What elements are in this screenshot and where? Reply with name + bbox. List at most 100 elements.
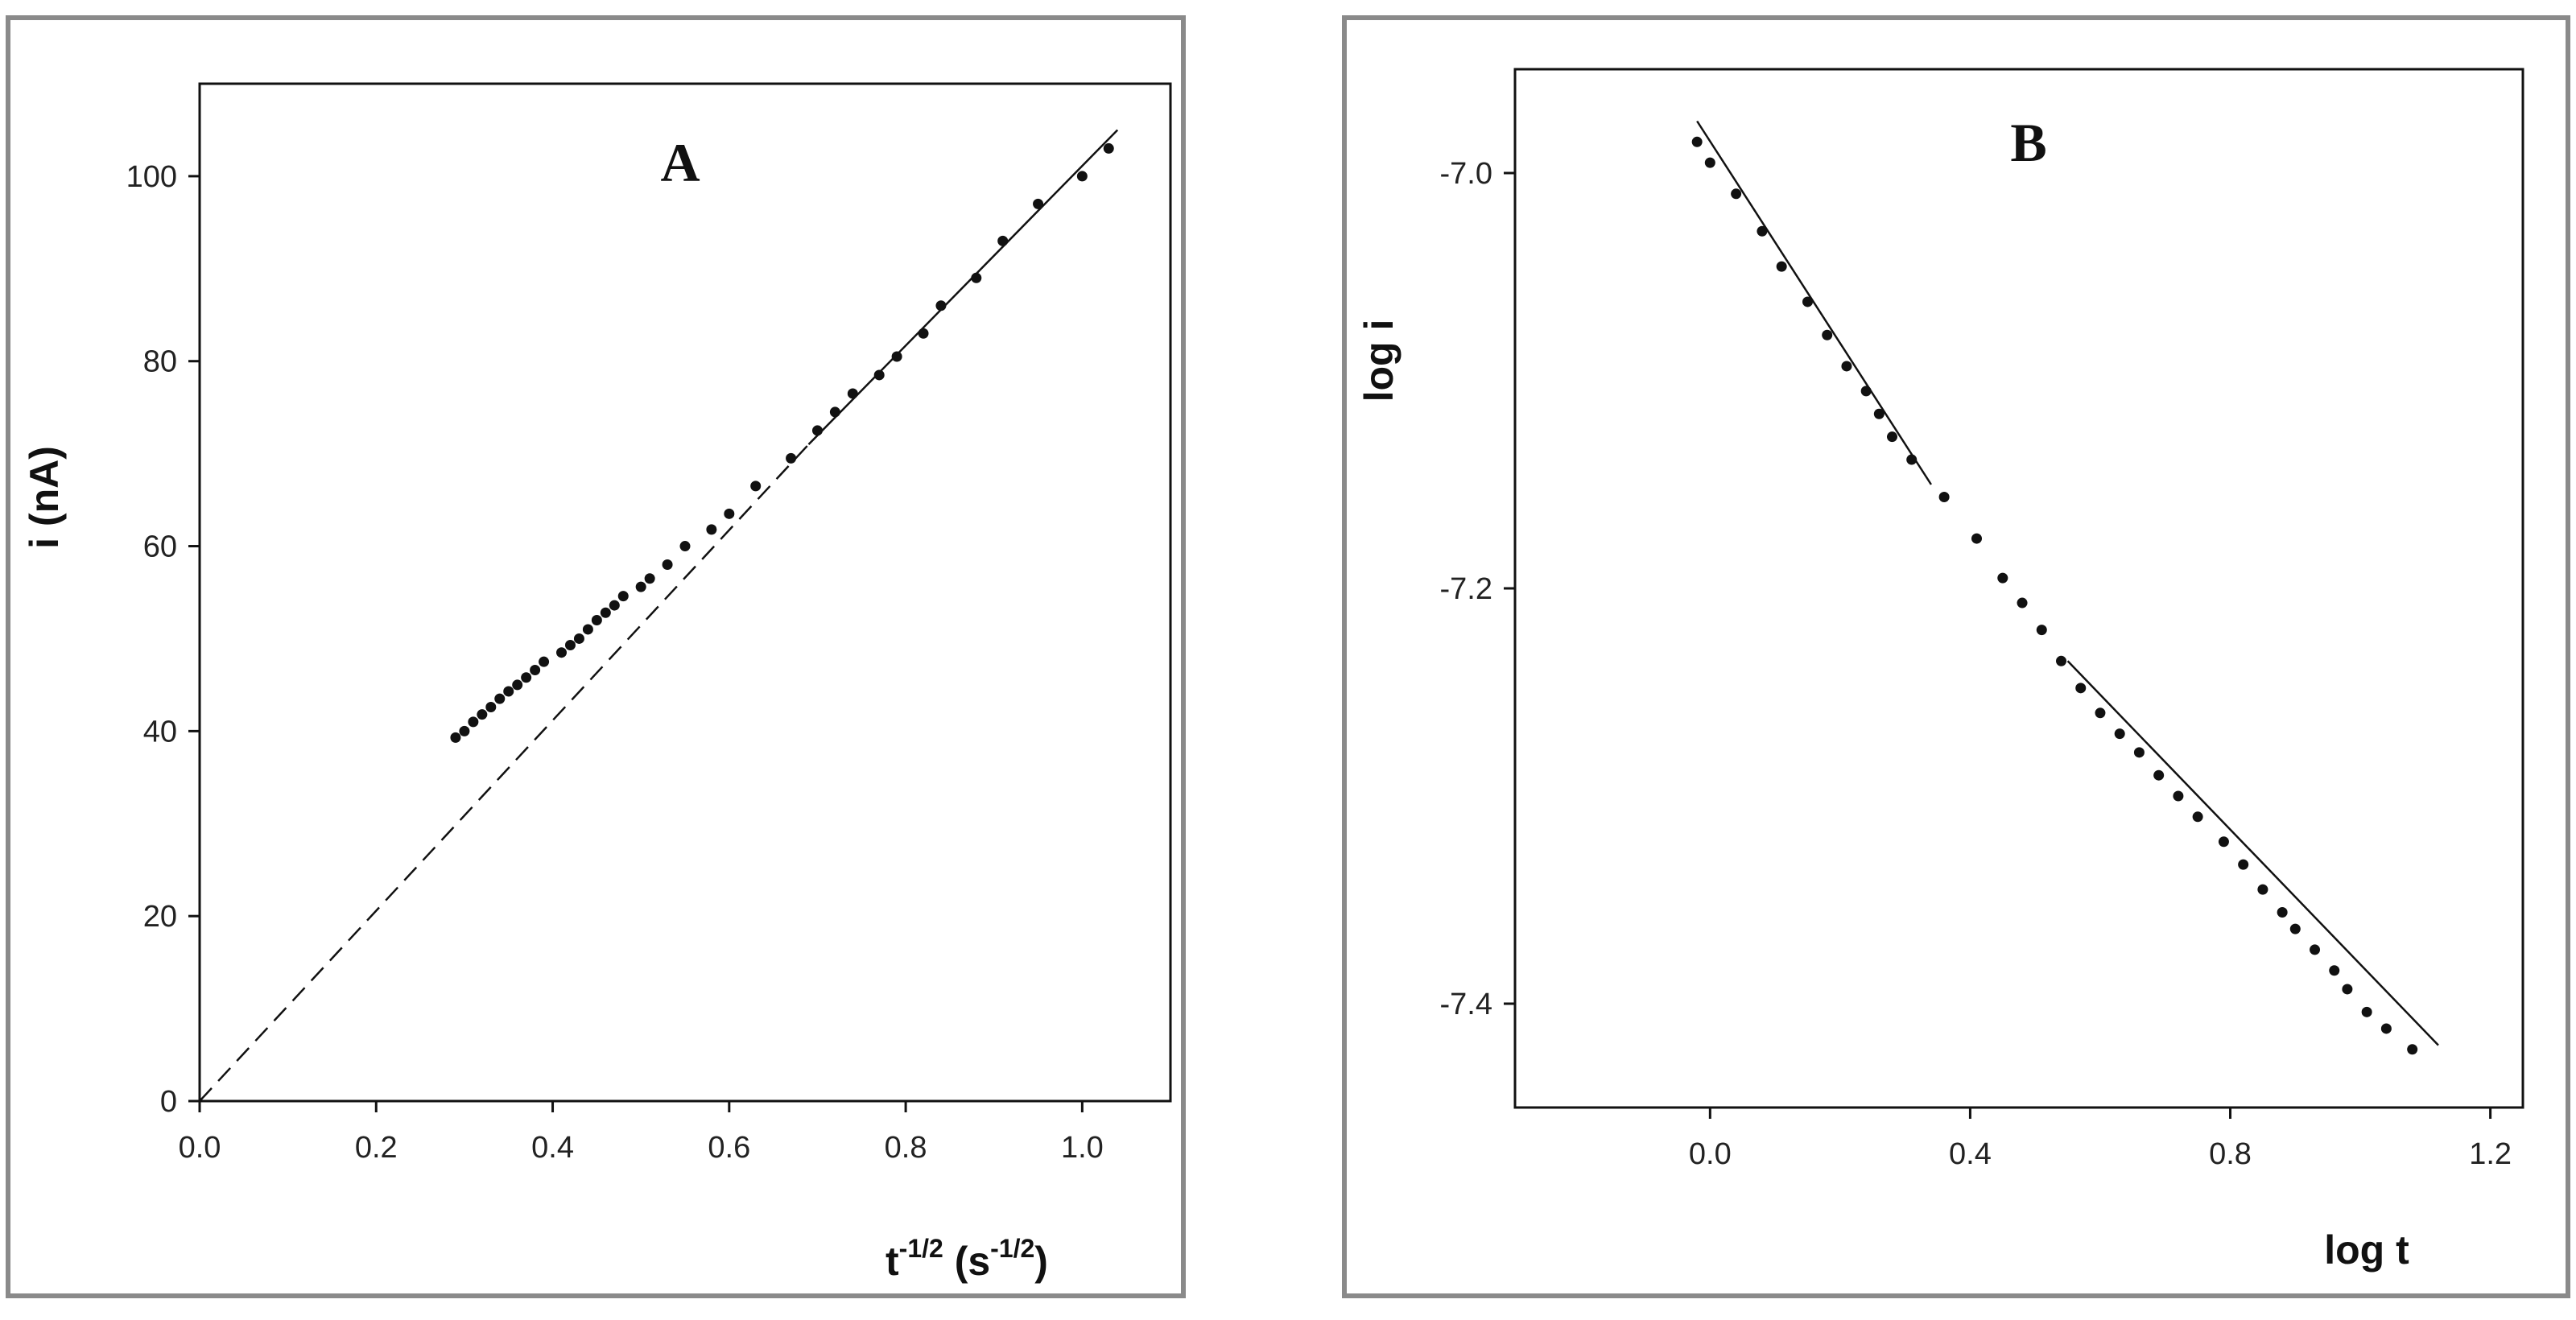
data-point <box>918 328 929 339</box>
data-point <box>512 679 523 691</box>
data-point <box>847 388 858 399</box>
data-point <box>635 581 646 592</box>
chart-b-fit-lines <box>1696 120 2439 1046</box>
data-point <box>873 369 885 381</box>
data-point <box>2361 1006 2372 1017</box>
fit-line-upper <box>1696 120 1933 485</box>
data-point <box>2056 655 2067 666</box>
data-point <box>591 614 602 625</box>
chart-a-points <box>450 142 1114 743</box>
data-point <box>1938 491 1950 502</box>
data-point <box>2017 597 2028 608</box>
y-tick-label: -7.0 <box>1440 157 1492 191</box>
x-tick-label: 0.0 <box>179 1131 221 1165</box>
data-point <box>1757 225 1768 237</box>
data-point <box>2114 728 2125 740</box>
data-point <box>556 647 568 658</box>
x-tick-label: 0.8 <box>885 1131 927 1165</box>
chart-a-plot-area <box>198 82 1172 1103</box>
data-point <box>609 600 620 611</box>
data-point <box>2289 923 2301 934</box>
data-point <box>1860 386 1872 397</box>
panel-b-frame <box>1342 15 2570 1298</box>
data-point <box>786 452 797 464</box>
data-point <box>1822 329 1833 340</box>
chart-b-ylabel: log i <box>1356 320 1402 402</box>
data-point <box>1103 142 1114 154</box>
data-point <box>1906 454 1918 465</box>
x-tick-label: 0.8 <box>2209 1137 2252 1171</box>
data-point <box>2238 859 2249 870</box>
data-point <box>503 686 514 697</box>
data-point <box>1997 572 2008 584</box>
data-point <box>1076 171 1088 182</box>
data-point <box>1802 296 1813 307</box>
data-point <box>2218 836 2229 848</box>
data-point <box>530 665 541 676</box>
data-point <box>891 351 902 362</box>
chart-a-xlabel-base: t <box>886 1239 899 1284</box>
data-point <box>617 591 629 602</box>
chart-a-xlabel-mid: (s <box>943 1239 990 1284</box>
chart-a-xlabel: t-1/2 (s-1/2) <box>886 1234 1048 1284</box>
data-point <box>2277 906 2288 918</box>
data-point <box>679 541 691 552</box>
chart-a-y-axis: 0 20 40 60 80 100 <box>126 160 200 1119</box>
chart-a-ylabel: i (nA) <box>22 446 67 549</box>
chart-a-xlabel-sup2: -1/2 <box>990 1234 1034 1263</box>
data-point <box>564 639 576 650</box>
data-point <box>1691 136 1703 147</box>
data-point <box>2407 1044 2418 1055</box>
data-point <box>485 701 497 712</box>
chart-b-y-axis: -7.0 -7.2 -7.4 <box>1440 157 1515 1021</box>
data-point <box>582 624 593 635</box>
data-point <box>1873 408 1885 419</box>
x-tick-label: 0.6 <box>708 1131 750 1165</box>
chart-b-xlabel: log t <box>2324 1227 2409 1273</box>
data-point <box>2153 769 2165 781</box>
data-point <box>1033 198 1044 209</box>
y-tick-label: -7.4 <box>1440 988 1492 1021</box>
data-point <box>539 656 550 667</box>
data-point <box>1841 361 1852 372</box>
data-point <box>2257 884 2268 895</box>
data-point <box>477 709 488 720</box>
data-point <box>2329 965 2340 976</box>
panel-a-frame <box>6 15 1186 1298</box>
y-tick-label: 80 <box>143 345 177 379</box>
x-tick-label: 0.4 <box>531 1131 574 1165</box>
data-point <box>935 300 947 311</box>
chart-a: 0.0 0.2 0.4 0.6 0.8 1.0 0 20 40 60 80 100 A i (nA)… <box>22 82 1172 1284</box>
chart-b-panel-letter: B <box>2010 112 2046 173</box>
y-tick-label: 100 <box>126 160 177 194</box>
x-tick-label: 1.0 <box>1061 1131 1104 1165</box>
data-point <box>2192 811 2203 823</box>
data-point <box>971 272 982 283</box>
data-point <box>750 481 762 492</box>
data-point <box>573 633 584 644</box>
data-point <box>459 725 470 736</box>
data-point <box>2075 683 2087 694</box>
data-point <box>997 235 1009 246</box>
data-point <box>2036 625 2047 636</box>
data-point <box>494 693 506 704</box>
data-point <box>1704 157 1715 168</box>
y-tick-label: 60 <box>143 530 177 564</box>
y-tick-label: 0 <box>160 1085 177 1119</box>
data-point <box>829 406 840 418</box>
fit-line-lower <box>2066 660 2439 1046</box>
data-point <box>724 508 735 519</box>
data-point <box>2173 790 2184 802</box>
data-point <box>662 559 673 571</box>
y-tick-label: -7.2 <box>1440 572 1492 606</box>
data-point <box>1731 188 1742 200</box>
data-point <box>811 425 823 436</box>
chart-a-fit-lines <box>199 129 1119 1102</box>
data-point <box>2310 944 2321 955</box>
data-point <box>2342 984 2353 995</box>
data-point <box>1776 261 1787 272</box>
data-point <box>2380 1023 2392 1034</box>
chart-a-xlabel-sup1: -1/2 <box>899 1234 943 1263</box>
y-tick-label: 20 <box>143 900 177 934</box>
